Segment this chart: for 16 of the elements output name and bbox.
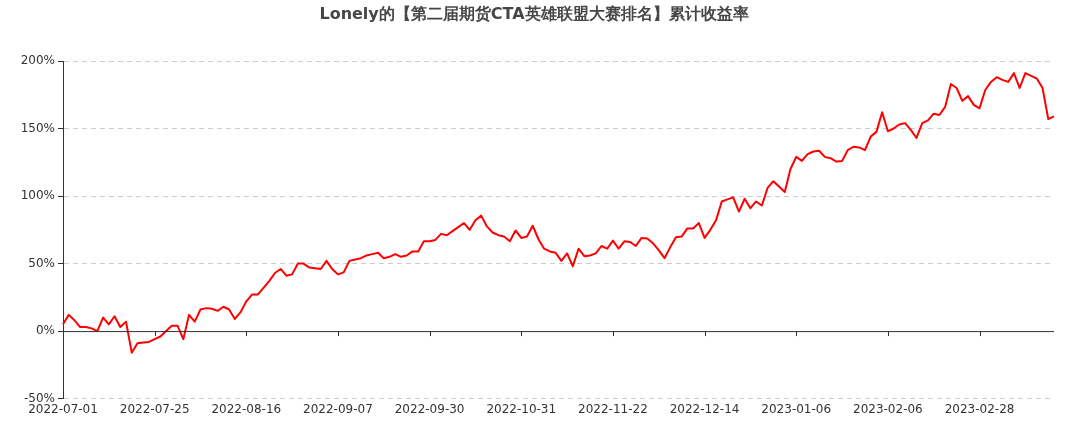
y-tick-label: 0% xyxy=(35,323,55,338)
y-tick-label: 50% xyxy=(28,255,55,270)
x-tick-label: 2023-01-06 xyxy=(761,401,832,416)
chart-title: Lonely的【第二届期货CTA英雄联盟大赛排名】累计收益率 xyxy=(319,4,749,24)
y-tick-label: 200% xyxy=(20,53,55,68)
x-tick-label: 2022-08-16 xyxy=(211,401,282,416)
y-tick-label: 150% xyxy=(20,120,55,135)
x-tick-label: 2022-11-22 xyxy=(578,401,648,416)
x-tick-label: 2023-02-06 xyxy=(853,401,923,416)
x-tick-label: 2022-10-31 xyxy=(486,401,557,416)
x-tick-label: 2023-02-28 xyxy=(944,401,1015,416)
x-tick-label: 2022-12-14 xyxy=(669,401,740,416)
y-tick-label: 100% xyxy=(20,188,55,203)
x-tick-label: 2022-09-30 xyxy=(394,401,465,416)
x-tick-label: 2022-07-25 xyxy=(119,401,190,416)
x-tick-label: 2022-09-07 xyxy=(303,401,373,416)
